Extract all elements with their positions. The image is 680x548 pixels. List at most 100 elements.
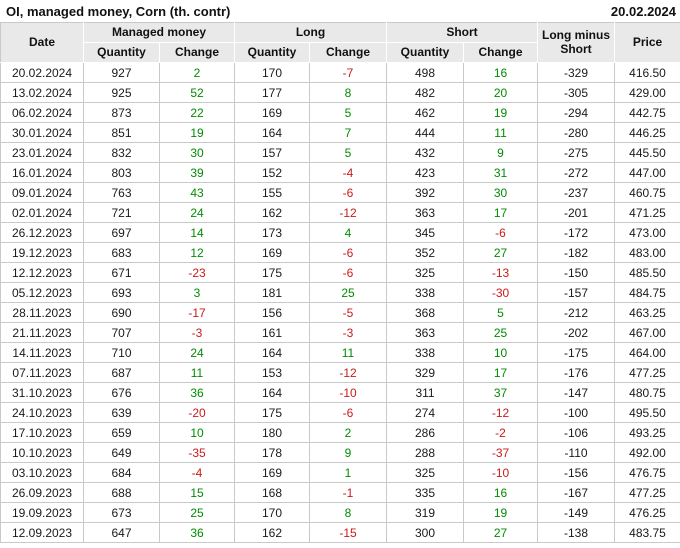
cell-price: 477.25 [614, 362, 680, 383]
report-date: 20.02.2024 [610, 3, 676, 19]
cell-long-change: -3 [308, 322, 388, 343]
cell-long-change: -12 [308, 362, 388, 383]
cell-short-change: -12 [463, 402, 539, 423]
cell-long-quantity: 178 [234, 442, 310, 463]
cell-managed-money-change: 12 [159, 242, 235, 263]
table-row: 17.10.2023 659 10 180 2 286 -2 -106 493.25 [0, 422, 680, 443]
table-header: Date Managed money Long Short Long minus… [0, 22, 680, 63]
col-subheader-managed-money-quantity: Quantity [83, 42, 160, 63]
cell-long-minus-short: -157 [537, 282, 616, 303]
cell-managed-money-change: 22 [159, 102, 235, 123]
cell-short-quantity: 392 [386, 182, 465, 203]
table-row: 07.11.2023 687 11 153 -12 329 17 -176 477.25 [0, 362, 680, 383]
cell-short-change: 25 [463, 322, 539, 343]
cell-short-quantity: 319 [386, 502, 465, 523]
cell-long-change: 25 [308, 282, 388, 303]
cell-price: 463.25 [614, 302, 680, 323]
cell-managed-money-change: 10 [159, 422, 235, 443]
cell-managed-money-quantity: 873 [83, 102, 160, 123]
col-header-long: Long [233, 22, 388, 43]
cell-short-quantity: 482 [386, 82, 465, 103]
cell-short-quantity: 345 [386, 222, 465, 243]
cell-managed-money-quantity: 639 [83, 402, 160, 423]
cell-long-minus-short: -176 [537, 362, 616, 383]
cell-long-quantity: 162 [234, 522, 310, 543]
cell-date: 26.12.2023 [0, 222, 84, 243]
title-bar: OI, managed money, Corn (th. contr) 20.0… [0, 0, 680, 22]
cell-long-minus-short: -275 [537, 142, 616, 163]
cell-short-change: -10 [463, 462, 539, 483]
cell-long-minus-short: -172 [537, 222, 616, 243]
cell-short-quantity: 325 [386, 462, 465, 483]
cell-managed-money-quantity: 688 [83, 482, 160, 503]
cell-price: 483.00 [614, 242, 680, 263]
cell-managed-money-change: 14 [159, 222, 235, 243]
table-row: 30.01.2024 851 19 164 7 444 11 -280 446.25 [0, 122, 680, 143]
cell-long-quantity: 164 [234, 342, 310, 363]
cell-managed-money-change: 25 [159, 502, 235, 523]
cell-long-quantity: 162 [234, 202, 310, 223]
cell-long-minus-short: -237 [537, 182, 616, 203]
table-row: 02.01.2024 721 24 162 -12 363 17 -201 471.25 [0, 202, 680, 223]
cell-price: 483.75 [614, 522, 680, 543]
cell-price: 464.00 [614, 342, 680, 363]
cell-date: 10.10.2023 [0, 442, 84, 463]
cell-price: 416.50 [614, 62, 680, 83]
table-row: 03.10.2023 684 -4 169 1 325 -10 -156 476.75 [0, 462, 680, 483]
col-header-managed-money: Managed money [83, 22, 235, 43]
table-row: 26.09.2023 688 15 168 -1 335 16 -167 477.25 [0, 482, 680, 503]
cell-short-change: 9 [463, 142, 539, 163]
cell-long-quantity: 164 [234, 382, 310, 403]
cell-managed-money-change: 36 [159, 522, 235, 543]
cell-short-quantity: 329 [386, 362, 465, 383]
cell-short-quantity: 274 [386, 402, 465, 423]
cell-managed-money-quantity: 925 [83, 82, 160, 103]
cell-long-quantity: 169 [234, 242, 310, 263]
cell-long-minus-short: -156 [537, 462, 616, 483]
cell-date: 31.10.2023 [0, 382, 84, 403]
cell-long-quantity: 170 [234, 62, 310, 83]
cell-long-change: 4 [308, 222, 388, 243]
cell-date: 20.02.2024 [0, 62, 84, 83]
cell-managed-money-quantity: 832 [83, 142, 160, 163]
cell-long-minus-short: -150 [537, 262, 616, 283]
cell-date: 24.10.2023 [0, 402, 84, 423]
cell-long-change: -1 [308, 482, 388, 503]
cell-managed-money-change: 52 [159, 82, 235, 103]
cell-long-change: -15 [308, 522, 388, 543]
cell-long-quantity: 181 [234, 282, 310, 303]
cell-managed-money-change: -3 [159, 322, 235, 343]
table-row: 31.10.2023 676 36 164 -10 311 37 -147 480.75 [0, 382, 680, 403]
cell-date: 12.12.2023 [0, 262, 84, 283]
cell-long-minus-short: -201 [537, 202, 616, 223]
cell-date: 19.09.2023 [0, 502, 84, 523]
cell-managed-money-quantity: 927 [83, 62, 160, 83]
cell-price: 442.75 [614, 102, 680, 123]
cell-date: 13.02.2024 [0, 82, 84, 103]
cell-long-minus-short: -202 [537, 322, 616, 343]
cell-short-quantity: 338 [386, 342, 465, 363]
col-header-short: Short [386, 22, 539, 43]
cell-long-quantity: 177 [234, 82, 310, 103]
cell-long-quantity: 157 [234, 142, 310, 163]
cell-long-minus-short: -100 [537, 402, 616, 423]
col-header-date: Date [0, 22, 84, 63]
cell-price: 476.25 [614, 502, 680, 523]
cell-price: 493.25 [614, 422, 680, 443]
cell-price: 485.50 [614, 262, 680, 283]
cell-short-quantity: 363 [386, 322, 465, 343]
cell-long-minus-short: -182 [537, 242, 616, 263]
cell-long-change: 11 [308, 342, 388, 363]
cell-long-change: -7 [308, 62, 388, 83]
cell-managed-money-change: -23 [159, 262, 235, 283]
cell-long-minus-short: -147 [537, 382, 616, 403]
table-row: 26.12.2023 697 14 173 4 345 -6 -172 473.00 [0, 222, 680, 243]
cell-short-quantity: 423 [386, 162, 465, 183]
cell-price: 447.00 [614, 162, 680, 183]
oi-table: Date Managed money Long Short Long minus… [0, 22, 680, 543]
cell-price: 473.00 [614, 222, 680, 243]
cell-long-quantity: 164 [234, 122, 310, 143]
cell-short-change: -37 [463, 442, 539, 463]
table-row: 20.02.2024 927 2 170 -7 498 16 -329 416.50 [0, 62, 680, 83]
cell-long-minus-short: -138 [537, 522, 616, 543]
